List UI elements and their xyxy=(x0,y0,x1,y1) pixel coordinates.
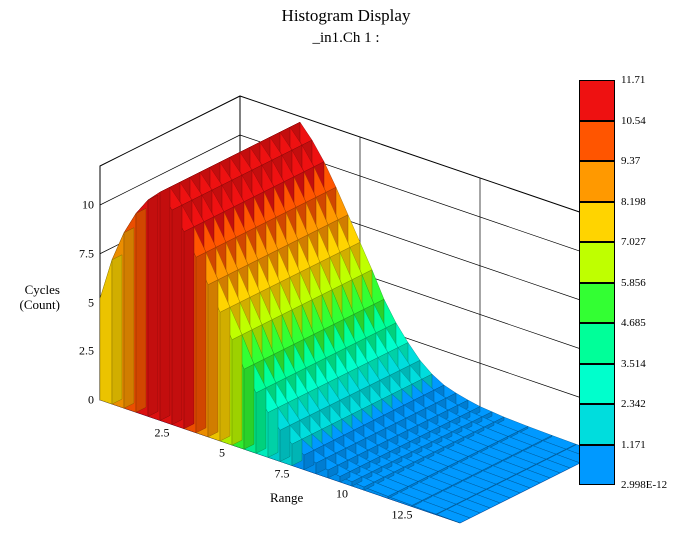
colorbar-segment xyxy=(579,404,615,445)
x-tick-label: 12.5 xyxy=(392,507,413,522)
colorbar-tick-label: 1.171 xyxy=(621,439,646,451)
colorbar-tick-label: 5.856 xyxy=(621,277,646,289)
x-tick-label: 7.5 xyxy=(275,466,290,481)
z-tick-label: 10 xyxy=(82,198,94,213)
colorbar-tick-label: 4.685 xyxy=(621,317,646,329)
z-axis-label: Cycles (Count) xyxy=(20,283,60,313)
colorbar-segment xyxy=(579,283,615,324)
colorbar-segment xyxy=(579,445,615,486)
z-tick-label: 2.5 xyxy=(79,344,94,359)
colorbar-tick-label: 11.71 xyxy=(621,74,645,86)
z-tick-label: 5 xyxy=(88,295,94,310)
colorbar-tick-label: 8.198 xyxy=(621,196,646,208)
colorbar-tick-label: 2.998E-12 xyxy=(621,479,667,491)
x-tick-label: 10 xyxy=(336,487,348,502)
colorbar-segment xyxy=(579,202,615,243)
x-axis-label: Range xyxy=(270,490,303,506)
colorbar-tick-label: 7.027 xyxy=(621,236,646,248)
z-tick-label: 0 xyxy=(88,393,94,408)
x-tick-label: 2.5 xyxy=(155,425,170,440)
colorbar: 11.7110.549.378.1987.0275.8564.6853.5142… xyxy=(579,80,615,485)
colorbar-tick-label: 9.37 xyxy=(621,155,640,167)
x-tick-label: 5 xyxy=(219,446,225,461)
colorbar-segment xyxy=(579,323,615,364)
colorbar-segment xyxy=(579,80,615,121)
colorbar-tick-label: 3.514 xyxy=(621,358,646,370)
colorbar-segment xyxy=(579,121,615,162)
colorbar-segment xyxy=(579,161,615,202)
colorbar-tick-label: 10.54 xyxy=(621,115,646,127)
colorbar-segment xyxy=(579,364,615,405)
colorbar-tick-label: 2.342 xyxy=(621,398,646,410)
z-tick-label: 7.5 xyxy=(79,246,94,261)
colorbar-segment xyxy=(579,242,615,283)
